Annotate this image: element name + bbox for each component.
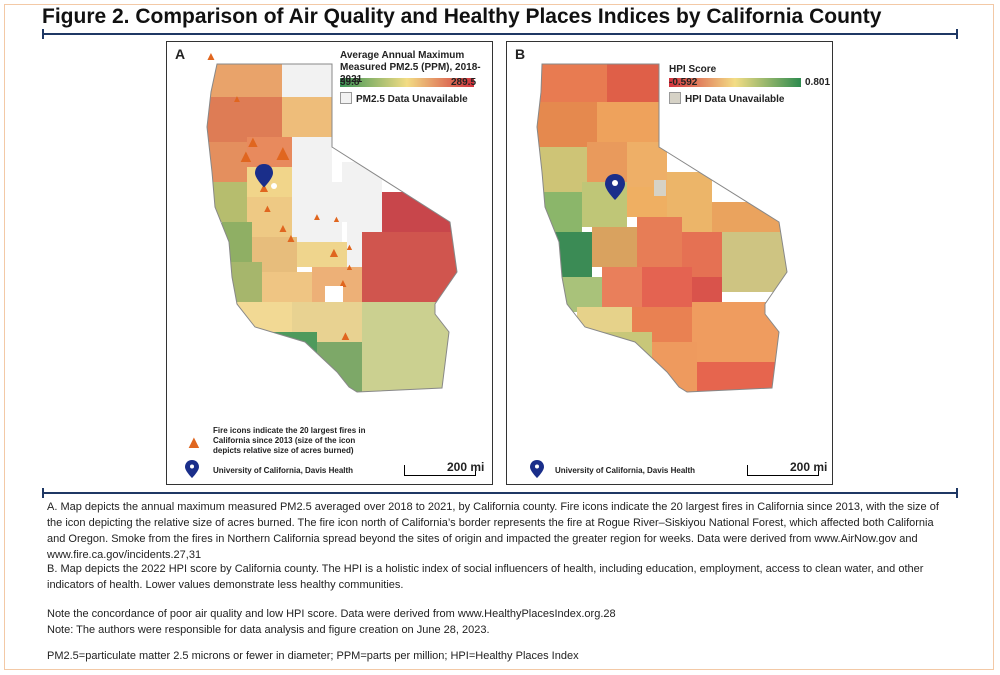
caption-para-b: B. Map depicts the 2022 HPI score by Cal… [47, 563, 924, 591]
svg-text:▲: ▲ [312, 212, 322, 223]
legend-b-unavailable-label: HPI Data Unavailable [685, 94, 785, 105]
svg-text:▲: ▲ [332, 214, 341, 224]
panel-b-map: B HPI Score -0.592 0.801 HPI Data Unavai… [506, 41, 833, 485]
legend-b-min: -0.592 [669, 77, 698, 88]
svg-text:▲: ▲ [262, 203, 273, 215]
caption-para-a: A. Map depicts the annual maximum measur… [47, 501, 939, 561]
fire-note: Fire icons indicate the 20 largest fires… [213, 426, 366, 455]
pin-legend-icon-b [530, 460, 544, 478]
panel-a-map: ▲ ▲ ▲ ▲ ▲ ▲ ▲ ▲ ▲ ▲ ▲ ▲ ▲ ▲ ▲ ▲ [166, 41, 493, 485]
svg-text:▲: ▲ [245, 134, 261, 151]
legend-a-min: 39.8 [340, 77, 360, 88]
caption-note2: Note: The authors were responsible for d… [47, 624, 490, 636]
svg-text:▲: ▲ [327, 244, 341, 260]
title-rule [42, 29, 958, 39]
scale-bar-b [747, 465, 819, 476]
legend-a-unavailable: PM2.5 Data Unavailable [340, 92, 468, 105]
unavailable-swatch [340, 92, 352, 104]
pin-legend-icon [185, 460, 199, 478]
scale-label-b: 200 mi [790, 460, 828, 474]
svg-text:▲: ▲ [345, 262, 354, 272]
scale-bar-a [404, 465, 476, 476]
panel-a-letter: A [175, 46, 186, 62]
panel-b-letter: B [515, 46, 526, 62]
caption-rule [42, 488, 958, 498]
svg-text:▲: ▲ [339, 328, 352, 343]
svg-text:▲: ▲ [205, 49, 217, 63]
svg-text:▲: ▲ [285, 231, 297, 245]
pin-label-b: University of California, Davis Health [555, 466, 696, 475]
svg-text:▲: ▲ [272, 140, 294, 165]
map-b-svg [530, 63, 801, 478]
gradient-b [669, 78, 801, 87]
caption-note1: Note the concordance of poor air quality… [47, 608, 616, 620]
legend-b-title: HPI Score [669, 64, 717, 75]
legend-b-max: 0.801 [805, 77, 831, 88]
legend-a-max: 289.5 [451, 77, 477, 88]
legend-a-unavailable-label: PM2.5 Data Unavailable [356, 94, 468, 105]
uc-davis-pin-icon [255, 164, 277, 189]
legend-a-title-line2: Measured PM2.5 (PPM), 2018-2021 [340, 62, 481, 85]
svg-text:▲: ▲ [232, 94, 242, 105]
svg-text:▲: ▲ [345, 242, 354, 252]
svg-text:▲: ▲ [185, 432, 203, 452]
svg-text:▲: ▲ [277, 221, 289, 235]
pin-label-a: University of California, Davis Health [213, 466, 354, 475]
gradient-a [340, 78, 474, 87]
legend-b-unavailable: HPI Data Unavailable [669, 92, 784, 105]
map-a-svg: ▲ ▲ ▲ ▲ ▲ ▲ ▲ ▲ ▲ ▲ ▲ ▲ ▲ ▲ ▲ ▲ [185, 49, 474, 478]
figure-title: Figure 2. Comparison of Air Quality and … [42, 5, 882, 28]
legend-a-title-line1: Average Annual Maximum [340, 50, 465, 61]
legend-a-title: Average Annual Maximum Measured PM2.5 (P… [340, 50, 492, 86]
scale-label-a: 200 mi [447, 460, 485, 474]
fire-legend-icon: ▲ [185, 432, 203, 452]
svg-text:▲: ▲ [337, 276, 349, 290]
unavailable-swatch-b [669, 92, 681, 104]
uc-davis-pin-icon-b [605, 174, 625, 200]
svg-text:▲: ▲ [237, 146, 255, 166]
figure-frame [4, 4, 994, 670]
caption-abbrev: PM2.5=particulate matter 2.5 microns or … [47, 650, 579, 662]
